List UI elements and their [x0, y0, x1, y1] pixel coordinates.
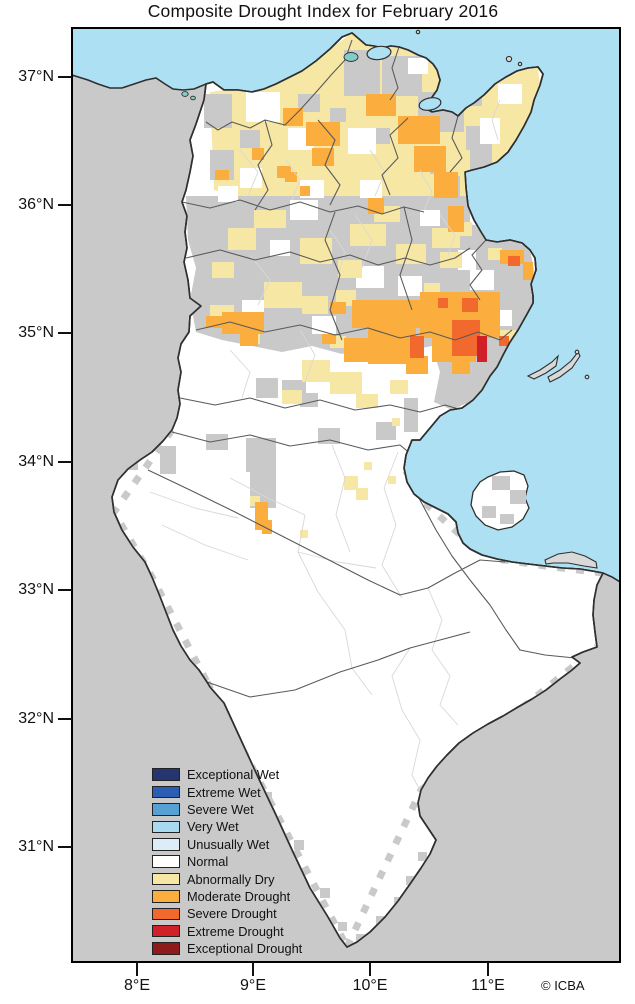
legend-item: Severe Drought: [152, 905, 302, 922]
lat-tick: [58, 718, 72, 720]
islet: [574, 349, 580, 355]
islet: [415, 29, 421, 35]
legend-item: Exceptional Drought: [152, 940, 302, 957]
zarzis-strip: [544, 551, 598, 569]
lat-tick: [58, 589, 72, 591]
lon-tick: [136, 962, 138, 976]
djerba-patches: [482, 476, 526, 524]
legend-swatch: [152, 803, 180, 816]
legend-item: Normal: [152, 853, 302, 870]
lat-tick: [58, 76, 72, 78]
credit-text: © ICBA: [541, 978, 585, 993]
legend-swatch: [152, 785, 180, 799]
page-title: Composite Drought Index for February 201…: [147, 1, 499, 21]
lon-tick-label: 8°E: [124, 977, 150, 994]
lat-tick-label: 36°N: [18, 196, 54, 213]
legend-label: Extreme Wet: [187, 784, 261, 800]
legend-item: Unusually Wet: [152, 836, 302, 853]
legend: Exceptional Wet Extreme Wet Severe Wet Very…: [152, 766, 302, 957]
zembra-island: [505, 55, 513, 63]
lat-tick-label: 32°N: [18, 710, 54, 727]
tunis-lake: [418, 97, 442, 111]
lakes: [181, 45, 442, 111]
lat-tick-label: 34°N: [18, 453, 54, 470]
drought-raster: [112, 33, 603, 947]
legend-swatch: [152, 838, 180, 851]
lon-tick: [369, 962, 371, 976]
lon-tick: [487, 962, 489, 976]
legend-label: Severe Wet: [187, 801, 254, 817]
legend-item: Extreme Drought: [152, 923, 302, 940]
legend-label: Extreme Drought: [187, 923, 284, 939]
legend-swatch: [152, 890, 180, 903]
kerkennah-islands: [526, 350, 581, 383]
ichkeul-lake: [343, 52, 359, 62]
lat-tick: [58, 332, 72, 334]
bizerte-lagoon: [366, 45, 392, 61]
legend-label: Moderate Drought: [187, 888, 291, 904]
legend-swatch: [152, 924, 180, 938]
legend-label: Normal: [187, 854, 229, 870]
legend-item: Severe Wet: [152, 801, 302, 818]
legend-swatch: [152, 872, 180, 886]
lat-tick-label: 35°N: [18, 324, 54, 341]
coastal-lagoon: [190, 95, 196, 101]
legend-swatch: [152, 768, 180, 781]
map-frame: [71, 27, 621, 963]
legend-item: Very Wet: [152, 818, 302, 835]
legend-item: Moderate Drought: [152, 888, 302, 905]
lat-tick-label: 31°N: [18, 838, 54, 855]
legend-label: Unusually Wet: [187, 836, 270, 852]
legend-label: Exceptional Wet: [187, 767, 280, 783]
lon-tick-label: 10°E: [352, 977, 388, 994]
islands: [415, 29, 598, 569]
lon-tick-label: 9°E: [240, 977, 266, 994]
legend-label: Very Wet: [187, 819, 239, 835]
lat-tick: [58, 204, 72, 206]
legend-label: Abnormally Dry: [187, 871, 275, 887]
legend-label: Severe Drought: [187, 906, 277, 922]
lon-tick-label: 11°E: [471, 977, 505, 994]
islet: [584, 374, 590, 380]
legend-item: Abnormally Dry: [152, 870, 302, 887]
legend-swatch: [152, 907, 180, 921]
legend-label: Exceptional Drought: [187, 941, 303, 957]
legend-swatch: [152, 942, 180, 955]
lat-tick-label: 33°N: [18, 581, 54, 598]
lon-tick: [252, 962, 254, 976]
legend-item: Exceptional Wet: [152, 766, 302, 783]
lat-tick-label: 37°N: [18, 68, 54, 85]
legend-swatch: [152, 820, 180, 834]
legend-swatch: [152, 855, 180, 868]
lat-tick: [58, 461, 72, 463]
lat-tick: [58, 846, 72, 848]
coastal-lagoon: [181, 91, 189, 97]
zembretta-island: [517, 61, 523, 67]
legend-item: Extreme Wet: [152, 783, 302, 800]
